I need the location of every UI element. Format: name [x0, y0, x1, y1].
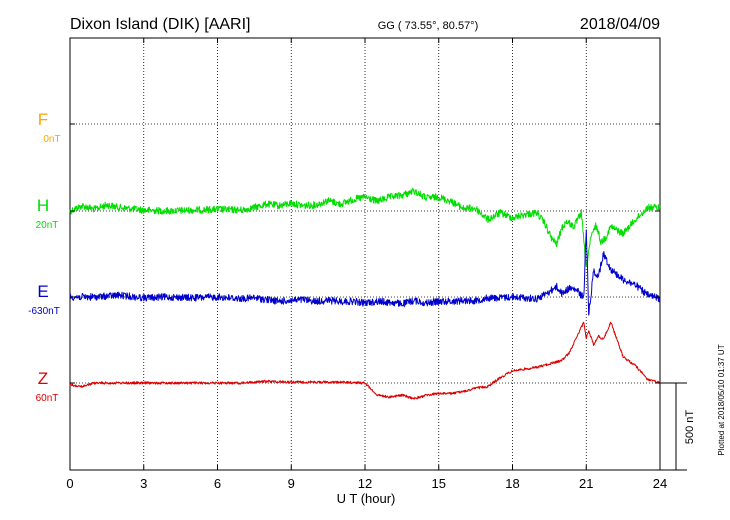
scale-bar-label: 500 nT	[684, 410, 696, 445]
x-tick-label: 21	[579, 476, 593, 491]
x-tick-label: 6	[214, 476, 221, 491]
label-F: F	[38, 110, 48, 129]
series-group	[69, 187, 661, 400]
x-tick-label: 3	[140, 476, 147, 491]
plotted-timestamp: Plotted at 2018/05/10 01:37 UT	[717, 344, 726, 455]
x-tick-label: 18	[505, 476, 519, 491]
plot-date: 2018/04/09	[580, 16, 660, 33]
x-tick-labels: 0 3 6 9 12 15 18 21 24	[66, 38, 667, 491]
baseline-F: 0nT	[43, 134, 60, 145]
x-tick-label: 9	[288, 476, 295, 491]
label-H: H	[37, 196, 49, 215]
x-tick-label: 0	[66, 476, 73, 491]
x-tick-label: 24	[653, 476, 667, 491]
baseline-H: 20nT	[36, 220, 59, 231]
baseline-Z: 60nT	[36, 393, 59, 404]
series-line-Z	[69, 321, 661, 400]
x-tick-label: 15	[432, 476, 446, 491]
scale-bar: 500 nT	[660, 382, 696, 471]
label-Z: Z	[38, 369, 48, 388]
station-title: Dixon Island (DIK) [AARI]	[70, 16, 251, 33]
series-line-H	[69, 187, 661, 267]
x-axis-label: U T (hour)	[337, 491, 396, 506]
series-line-E	[69, 229, 661, 316]
grid-lines	[70, 38, 660, 470]
station-coords: GG ( 73.55°, 80.57°)	[378, 20, 479, 32]
baseline-E: -630nT	[28, 306, 60, 317]
x-tick-label: 12	[358, 476, 372, 491]
label-E: E	[37, 282, 48, 301]
